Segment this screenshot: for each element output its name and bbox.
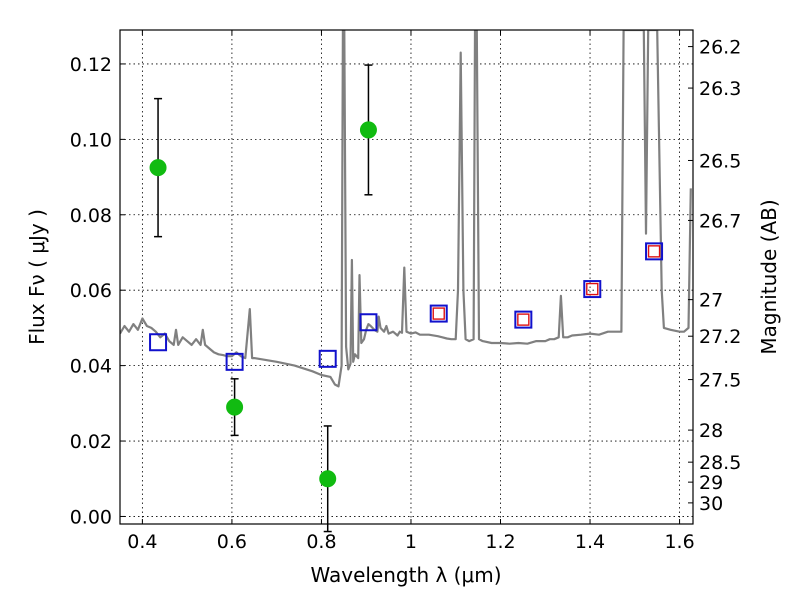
model-data-point [225,352,244,371]
y-tick-label: 0.06 [70,280,112,302]
right-tick-label: 26.7 [699,210,741,232]
right-tick-label: 27 [699,290,723,312]
model-data-point [645,242,664,261]
right-tick-label: 29 [699,472,723,494]
observed-data-point [359,121,377,139]
y-tick-label: 0.04 [70,356,112,378]
model-inner-data-point [586,282,599,296]
model-data-point [318,349,337,368]
model-inner-data-point [647,245,661,258]
x-tick-label: 1.4 [575,531,605,553]
y-tick-label: 0.10 [70,129,112,151]
model-data-point [429,304,448,323]
right-tick-label: 30 [699,493,723,515]
model-data-point [583,280,602,299]
right-tick-label: 26.2 [699,37,741,59]
model-inner-data-point [517,313,530,326]
y-tick-label: 0.02 [70,431,112,453]
grid-lines [120,30,693,524]
x-tick-label: 1.2 [485,531,515,553]
marker-layer [149,64,664,533]
y-tick-label: 0.08 [70,205,112,227]
observed-data-point [319,470,337,488]
x-tick-label: 1.6 [664,531,694,553]
axes-layer: 0.4 0.6 0.8 1 1.2 1.4 1.6 0.00 0.02 0.04 0.06 0.08 0… [70,30,741,553]
observed-data-point [226,398,244,416]
right-tick-label: 27.2 [699,326,741,348]
y-axis-label: Flux Fν ( μJy ) [25,209,49,345]
right-tick-label: 26.5 [699,150,741,172]
right-axis-label: Magnitude (AB) [757,199,781,354]
spectrum-layer [120,30,692,388]
observed-data-point [149,159,167,177]
y-tick-label: 0.12 [70,54,112,76]
model-data-point [359,313,378,332]
x-tick-label: 1 [405,531,417,553]
right-tick-label: 26.3 [699,78,741,100]
right-tick-label: 28 [699,420,723,442]
x-tick-label: 0.8 [306,531,336,553]
x-axis-label: Wavelength λ (μm) [310,563,501,587]
right-tick-label: 28.5 [699,452,741,474]
model-inner-data-point [432,307,445,320]
x-tick-label: 0.6 [217,531,247,553]
plot-frame [119,29,694,525]
x-tick-label: 0.4 [127,531,157,553]
model-data-point [149,333,168,352]
model-data-point [514,310,533,329]
right-tick-label: 27.5 [699,370,741,392]
spectrum-line [120,30,692,388]
y-tick-label: 0.00 [70,506,112,528]
